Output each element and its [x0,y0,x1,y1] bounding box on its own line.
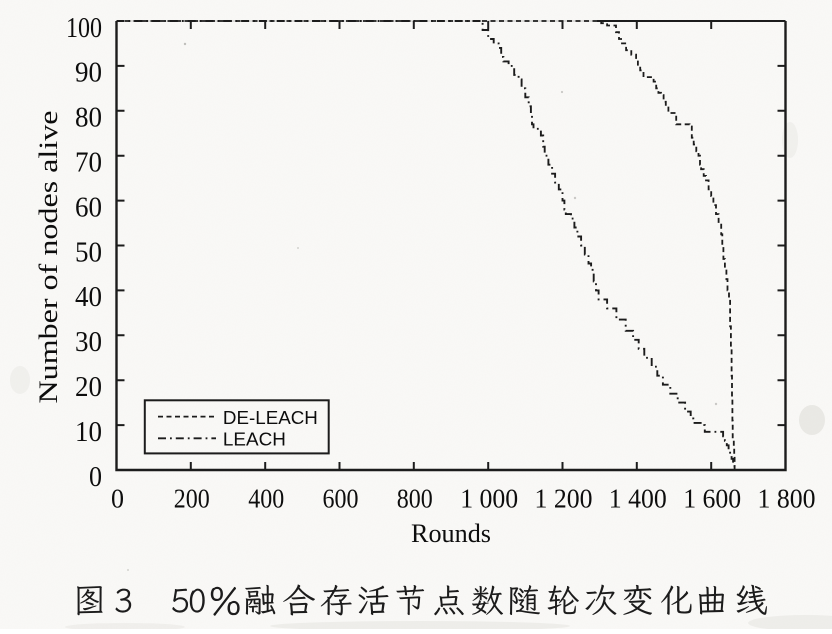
svg-text:50: 50 [75,237,102,268]
svg-text:1 000: 1 000 [460,484,518,514]
svg-text:1 600: 1 600 [683,484,741,514]
svg-text:800: 800 [397,484,433,514]
svg-text:30: 30 [75,327,102,358]
svg-text:40: 40 [75,282,102,313]
svg-text:LEACH: LEACH [223,430,286,450]
svg-text:10: 10 [75,417,102,448]
svg-text:1 200: 1 200 [535,484,593,514]
svg-text:100: 100 [66,13,102,44]
svg-text:0: 0 [111,484,124,514]
svg-text:20: 20 [75,372,102,403]
svg-text:200: 200 [174,484,210,514]
svg-text:400: 400 [248,484,284,514]
svg-text:600: 600 [323,484,359,514]
svg-text:Number of nodes alive: Number of nodes alive [34,111,63,404]
svg-text:90: 90 [75,58,102,89]
svg-text:0: 0 [89,462,102,493]
svg-text:70: 70 [75,148,102,179]
svg-text:80: 80 [75,103,102,134]
svg-text:Rounds: Rounds [411,519,491,548]
svg-text:DE-LEACH: DE-LEACH [223,408,318,428]
svg-text:1 800: 1 800 [758,484,816,514]
svg-text:1 400: 1 400 [609,484,667,514]
svg-text:60: 60 [75,192,102,223]
